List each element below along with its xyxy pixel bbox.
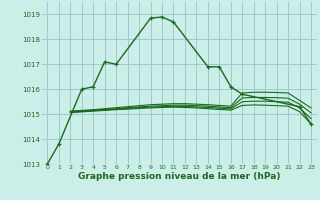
X-axis label: Graphe pression niveau de la mer (hPa): Graphe pression niveau de la mer (hPa) (78, 172, 280, 181)
